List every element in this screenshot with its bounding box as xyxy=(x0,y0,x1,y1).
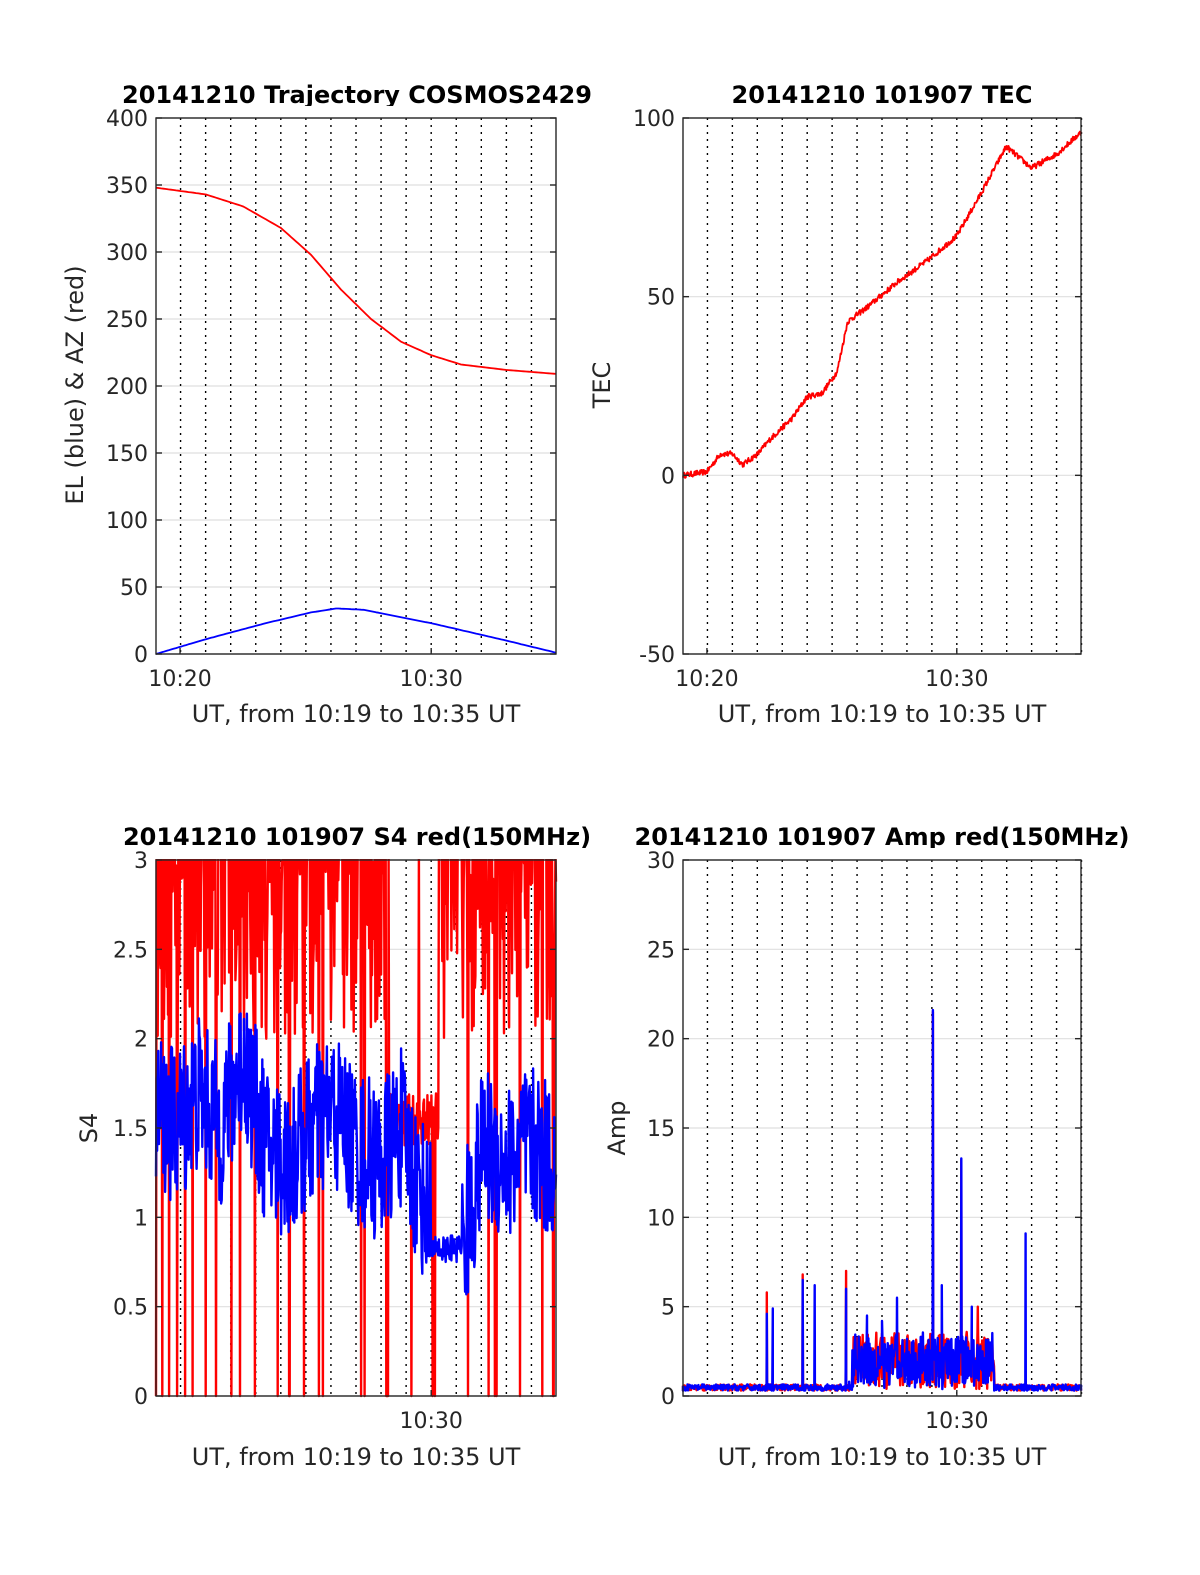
amp-ytick-label: 30 xyxy=(647,849,675,874)
s4-ytick-label: 1.5 xyxy=(113,1117,148,1142)
tec-ytick-label: 50 xyxy=(647,286,675,311)
amp-ytick-label: 25 xyxy=(647,938,675,963)
trajectory-ytick-label: 100 xyxy=(106,509,148,534)
trajectory-ytick-label: 200 xyxy=(106,375,148,400)
trajectory-ytick-label: 50 xyxy=(120,576,148,601)
amp-ytick-label: 10 xyxy=(647,1206,675,1231)
amp-ylabel: Amp xyxy=(603,1100,631,1155)
s4-ytick-label: 2.5 xyxy=(113,938,148,963)
amp-xtick-label: 10:30 xyxy=(925,1409,988,1434)
amp-title: 20141210 101907 Amp red(150MHz) xyxy=(635,823,1130,851)
amp-clip-top xyxy=(681,848,1083,859)
amp-ytick-label: 15 xyxy=(647,1117,675,1142)
trajectory-ytick-label: 150 xyxy=(106,442,148,467)
tec-xtick-label: 10:30 xyxy=(925,667,988,692)
trajectory-xtick-label: 10:30 xyxy=(399,667,462,692)
s4-ytick-label: 0 xyxy=(134,1385,148,1410)
trajectory-xtick-label: 10:20 xyxy=(148,667,211,692)
s4-ytick-label: 3 xyxy=(134,849,148,874)
trajectory-ytick-label: 400 xyxy=(106,107,148,132)
tec-xtick-label: 10:20 xyxy=(675,667,738,692)
tec-panel: 20141210 101907 TEC UT, from 10:19 to 10… xyxy=(588,81,1083,728)
trajectory-clip-top xyxy=(154,106,558,117)
amp-series-blue-line xyxy=(681,1008,1083,1392)
s4-xtick-label: 10:30 xyxy=(399,1409,462,1434)
amp-panel: 20141210 101907 Amp red(150MHz) UT, from… xyxy=(603,823,1129,1471)
s4-ytick-label: 2 xyxy=(134,1028,148,1053)
s4-ylabel: S4 xyxy=(75,1113,103,1144)
s4-panel: 20141210 101907 S4 red(150MHz) UT, from … xyxy=(75,823,591,1471)
s4-ytick-label: 1 xyxy=(134,1206,148,1231)
tec-ytick-label: 0 xyxy=(661,464,675,489)
trajectory-panel: 20141210 Trajectory COSMOS2429 UT, from … xyxy=(61,81,592,728)
amp-ytick-label: 0 xyxy=(661,1385,675,1410)
trajectory-series-red-line xyxy=(155,186,557,375)
tec-axes-frame xyxy=(682,117,1082,655)
s4-series-blue-line xyxy=(154,1012,558,1296)
trajectory-ytick-label: 300 xyxy=(106,241,148,266)
s4-clip-top xyxy=(154,848,558,859)
tec-series-red-line xyxy=(682,130,1082,479)
s4-ytick-label: 0.5 xyxy=(113,1296,148,1321)
s4-xlabel: UT, from 10:19 to 10:35 UT xyxy=(192,1443,521,1471)
amp-xlabel: UT, from 10:19 to 10:35 UT xyxy=(718,1443,1047,1471)
trajectory-series-blue-line xyxy=(155,607,557,655)
tec-title: 20141210 101907 TEC xyxy=(732,81,1033,109)
tec-ytick-label: 100 xyxy=(633,107,675,132)
amp-ytick-label: 5 xyxy=(661,1296,675,1321)
tec-ytick-label: -50 xyxy=(639,643,675,668)
tec-xlabel: UT, from 10:19 to 10:35 UT xyxy=(718,700,1047,728)
s4-title: 20141210 101907 S4 red(150MHz) xyxy=(123,823,591,851)
trajectory-title: 20141210 Trajectory COSMOS2429 xyxy=(122,81,592,109)
tec-clip-top xyxy=(681,106,1083,117)
trajectory-xlabel: UT, from 10:19 to 10:35 UT xyxy=(192,700,521,728)
trajectory-ytick-label: 0 xyxy=(134,643,148,668)
amp-ytick-label: 20 xyxy=(647,1028,675,1053)
trajectory-ylabel: EL (blue) & AZ (red) xyxy=(61,265,89,504)
tec-ylabel: TEC xyxy=(588,362,616,410)
trajectory-ytick-label: 350 xyxy=(106,174,148,199)
trajectory-ytick-label: 250 xyxy=(106,308,148,333)
